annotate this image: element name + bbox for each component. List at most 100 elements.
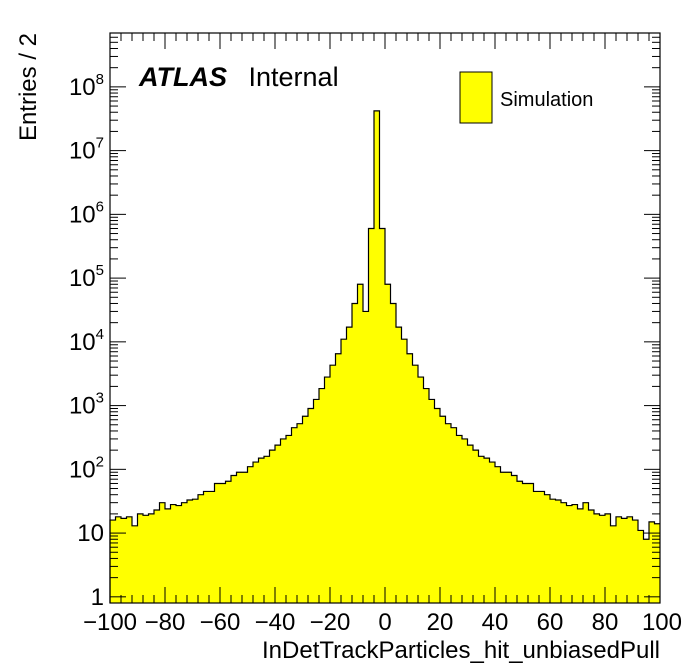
histogram-bin xyxy=(605,513,611,603)
y-tick-label: 107 xyxy=(69,135,104,165)
histogram-bars xyxy=(109,110,661,603)
x-tick-labels: −100 −80 −60 −40 −20 0 20 40 60 80 100 xyxy=(83,609,682,636)
x-axis-title: InDetTrackParticles_hit_unbiasedPull xyxy=(262,637,660,664)
x-tick-label: −40 xyxy=(255,609,296,636)
histogram-bin xyxy=(451,427,457,603)
histogram-bin xyxy=(467,445,474,603)
atlas-status: Internal xyxy=(249,62,339,92)
histogram-outline xyxy=(109,110,660,603)
x-tick-label: −20 xyxy=(310,609,351,636)
histogram-bin xyxy=(621,518,628,603)
histogram-bin xyxy=(412,365,419,603)
histogram-bin xyxy=(313,399,320,603)
histogram-bin xyxy=(445,423,452,603)
histogram-bin xyxy=(242,472,248,603)
histogram-bin xyxy=(440,416,446,603)
histogram-bin xyxy=(121,518,127,603)
x-tick-label: 40 xyxy=(482,609,509,636)
legend-label: Simulation xyxy=(500,89,593,111)
histogram-bin xyxy=(220,483,226,603)
histogram-bin xyxy=(357,284,364,603)
histogram-bin xyxy=(390,303,397,603)
histogram-bin xyxy=(610,525,617,603)
histogram-bin xyxy=(352,303,358,603)
atlas-label: ATLAS Internal xyxy=(138,62,339,92)
histogram-bin xyxy=(462,438,468,603)
x-tick-label: 100 xyxy=(642,609,682,636)
y-tick-labels: 1 10 102 103 104 105 106 107 108 xyxy=(69,71,104,611)
histogram-bin xyxy=(588,510,595,603)
histogram-bin xyxy=(495,466,501,603)
x-tick-label: −60 xyxy=(200,609,241,636)
histogram-bin xyxy=(555,500,562,603)
histogram-bin xyxy=(627,516,633,603)
histogram-bin xyxy=(324,377,331,603)
y-tick-label: 106 xyxy=(69,198,104,228)
histogram-bin xyxy=(385,284,391,603)
axis-ticks xyxy=(109,32,661,603)
histogram-bin xyxy=(236,472,243,603)
y-tick-label: 105 xyxy=(69,262,104,292)
histogram-bin xyxy=(484,458,490,603)
histogram-bin xyxy=(341,339,347,603)
legend-swatch xyxy=(459,71,493,124)
histogram-bin xyxy=(511,475,518,603)
histogram-bin xyxy=(368,228,375,603)
histogram-bin xyxy=(115,516,122,603)
x-tick-label: 0 xyxy=(378,609,391,636)
histogram-bin xyxy=(599,515,606,603)
x-tick-label: 20 xyxy=(427,609,454,636)
y-tick-label: 10 xyxy=(77,520,104,547)
histogram-bin xyxy=(247,466,254,603)
histogram-bin xyxy=(396,327,402,603)
histogram-bin xyxy=(346,327,353,603)
histogram-bin xyxy=(291,427,298,603)
histogram-bin xyxy=(269,450,276,603)
x-tick-label: −100 xyxy=(83,609,137,636)
histogram-bin xyxy=(170,504,177,603)
histogram-bin xyxy=(577,508,584,603)
histogram-bin xyxy=(330,365,336,603)
histogram-bin xyxy=(363,311,369,603)
histogram-bin xyxy=(649,521,655,603)
histogram-bin xyxy=(297,423,303,603)
y-tick-label: 108 xyxy=(69,71,104,101)
atlas-bold: ATLAS xyxy=(138,62,227,92)
histogram-bin xyxy=(566,505,573,603)
legend: Simulation xyxy=(459,71,593,124)
histogram-bin xyxy=(632,520,639,603)
histogram-bin xyxy=(225,481,232,603)
histogram-bin xyxy=(198,494,204,603)
histogram-bin xyxy=(594,513,600,603)
histogram-bin xyxy=(319,388,325,603)
histogram-bin xyxy=(544,494,551,603)
histogram-bin xyxy=(583,502,589,603)
histogram-bin xyxy=(308,408,314,603)
histogram-bin xyxy=(533,491,540,603)
histogram-bin xyxy=(539,491,545,603)
histogram-bin xyxy=(638,530,644,603)
histogram-bin xyxy=(550,499,556,603)
histogram-bin xyxy=(335,353,342,603)
histogram-bin xyxy=(253,462,259,603)
histogram-bin xyxy=(154,510,160,603)
histogram-bin xyxy=(616,516,622,603)
histogram-bin xyxy=(132,525,138,603)
histogram-bin xyxy=(401,339,408,603)
histogram-bin xyxy=(181,502,188,603)
histogram-bin xyxy=(176,505,182,603)
histogram-bin xyxy=(110,520,116,603)
histogram-bin xyxy=(500,472,507,603)
y-tick-label: 103 xyxy=(69,390,104,420)
histogram-bin xyxy=(137,513,144,603)
histogram-bin xyxy=(654,523,661,603)
histogram-bin xyxy=(517,481,523,603)
histogram-bin xyxy=(489,462,496,603)
histogram-bin xyxy=(302,416,309,603)
histogram-bin xyxy=(473,450,479,603)
histogram-bin xyxy=(572,504,578,603)
y-axis-title: Entries / 2 xyxy=(15,33,42,141)
histogram-bin xyxy=(374,110,380,603)
histogram-bin xyxy=(423,388,430,603)
